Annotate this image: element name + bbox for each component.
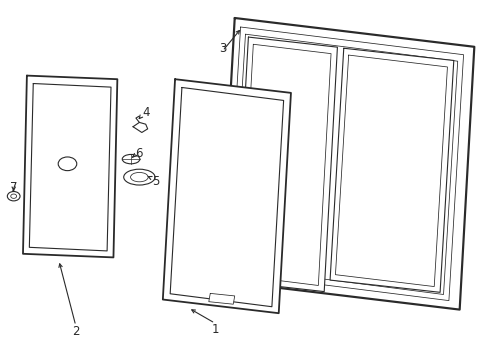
Text: 6: 6 — [135, 147, 143, 159]
Ellipse shape — [130, 172, 148, 182]
Text: 5: 5 — [151, 175, 159, 188]
Ellipse shape — [123, 169, 155, 185]
Text: 3: 3 — [218, 42, 226, 55]
Polygon shape — [329, 48, 453, 292]
Polygon shape — [240, 44, 330, 285]
Polygon shape — [225, 27, 463, 301]
Polygon shape — [231, 34, 457, 294]
Polygon shape — [220, 18, 473, 310]
Polygon shape — [170, 87, 283, 307]
Text: 2: 2 — [72, 325, 80, 338]
Text: 1: 1 — [211, 323, 219, 336]
Polygon shape — [163, 79, 290, 313]
Polygon shape — [23, 76, 117, 257]
Polygon shape — [335, 55, 447, 287]
Polygon shape — [133, 122, 147, 132]
Polygon shape — [234, 37, 337, 292]
Ellipse shape — [122, 154, 140, 164]
Polygon shape — [208, 293, 234, 304]
Polygon shape — [29, 84, 111, 251]
Text: 4: 4 — [142, 106, 149, 119]
Text: 7: 7 — [10, 181, 18, 194]
